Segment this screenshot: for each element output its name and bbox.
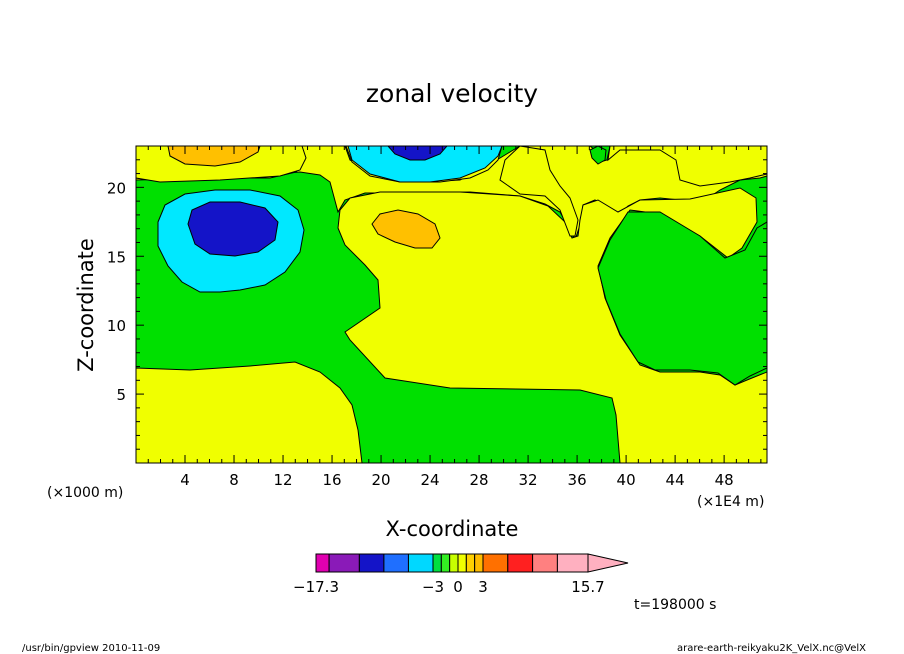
colorbar-segment: [532, 553, 558, 573]
colorbar-segment: [507, 553, 534, 573]
colorbar-segment: [358, 553, 385, 573]
colorbar-segment: [474, 553, 484, 573]
x-tick-label: 8: [229, 471, 239, 489]
x-axis: 4 8 12 16 20 24 28 32 36 40 44 48: [147, 146, 762, 489]
footer-right: arare-earth-reikyaku2K_VelX.nc@VelX: [677, 643, 866, 654]
region-yellow-bottom-left: [136, 361, 363, 463]
x-unit-left: (×1000 m): [47, 485, 123, 501]
region-green-right: [597, 211, 767, 386]
x-tick-label: 20: [372, 471, 391, 489]
colorbar: [315, 553, 629, 573]
x-tick-label: 4: [180, 471, 190, 489]
colorbar-label: 15.7: [571, 578, 604, 596]
colorbar-segment: [556, 553, 589, 573]
x-tick-label: 48: [715, 471, 734, 489]
region-green-spot: [589, 146, 607, 165]
region-yellow-main: [337, 187, 767, 463]
y-tick-label: 10: [107, 317, 126, 335]
x-tick-label: 36: [568, 471, 587, 489]
colorbar-label: −17.3: [293, 578, 339, 596]
colorbar-labels: −17.3 −3 0 3 15.7: [293, 578, 605, 596]
y-axis-title: Z-coordinate: [74, 238, 98, 372]
colorbar-segment: [465, 553, 476, 573]
chart-title: zonal velocity: [366, 79, 538, 108]
plot-frame: [135, 145, 768, 464]
x-tick-label: 32: [519, 471, 538, 489]
x-unit-right: (×1E4 m): [697, 494, 764, 510]
contour-field: [136, 146, 767, 463]
y-axis: 5 10 15 20: [107, 159, 767, 450]
colorbar-segment: [328, 553, 360, 573]
region-orange-center: [371, 209, 441, 249]
colorbar-segment: [407, 553, 434, 573]
x-tick-label: 44: [666, 471, 685, 489]
colorbar-label: 0: [453, 578, 463, 596]
region-blue-left: [187, 201, 279, 257]
region-blue-top: [387, 146, 448, 161]
region-yellow-top-far-right: [607, 146, 767, 187]
time-label: t=198000 s: [634, 597, 716, 613]
colorbar-segment: [449, 553, 459, 573]
colorbar-segment: [440, 553, 451, 573]
x-tick-label: 16: [322, 471, 341, 489]
colorbar-segment: [315, 553, 330, 573]
x-tick-label: 12: [273, 471, 292, 489]
y-tick-label: 15: [107, 248, 126, 266]
y-tick-label: 5: [116, 386, 126, 404]
x-axis-title: X-coordinate: [386, 517, 519, 541]
colorbar-label: 3: [478, 578, 488, 596]
region-cyan-top: [347, 146, 503, 183]
x-tick-label: 28: [470, 471, 489, 489]
colorbar-extend-arrow: [587, 553, 629, 573]
colorbar-segment: [457, 553, 467, 573]
y-tick-label: 20: [107, 179, 126, 197]
colorbar-segment: [383, 553, 409, 573]
x-tick-label: 24: [421, 471, 440, 489]
colorbar-segment: [482, 553, 509, 573]
region-yellow-top-right: [499, 146, 579, 237]
colorbar-label: −3: [422, 578, 444, 596]
footer-left: /usr/bin/gpview 2010-11-09: [22, 643, 160, 654]
colorbar-segment: [432, 553, 442, 573]
x-tick-label: 40: [617, 471, 636, 489]
region-orange-top-left: [167, 146, 261, 167]
